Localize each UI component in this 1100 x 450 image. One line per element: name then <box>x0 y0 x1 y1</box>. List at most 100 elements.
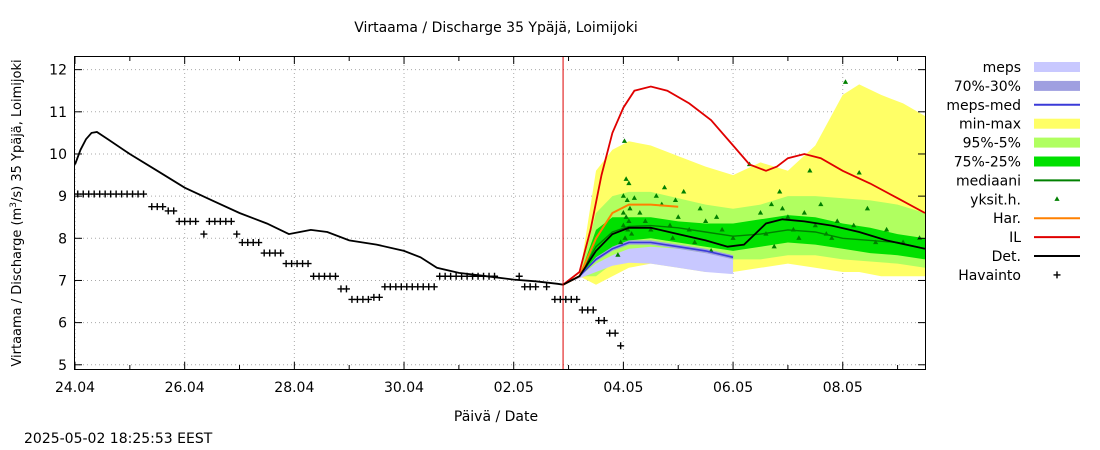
yksit-point <box>801 210 807 215</box>
legend-label: min-max <box>959 117 1021 133</box>
legend-swatch <box>1054 196 1060 201</box>
yksit-point <box>631 195 637 200</box>
yksit-point <box>730 235 736 240</box>
observation-marker <box>200 230 208 238</box>
yksit-point <box>681 188 687 194</box>
legend-label: 95%-5% <box>963 136 1021 152</box>
observation-marker <box>491 272 499 280</box>
median-line <box>562 224 926 286</box>
y-axis-label-superscript: 3 <box>9 202 19 208</box>
observation-marker <box>331 272 339 280</box>
yksit-point <box>873 239 879 245</box>
meps-med-line <box>562 241 734 286</box>
yksit-point <box>856 169 862 175</box>
yksit-point <box>637 210 643 215</box>
yksit-point <box>672 197 679 202</box>
yksit-point <box>771 243 777 249</box>
observation-marker <box>364 295 372 303</box>
y-tick-label: 11 <box>49 105 67 121</box>
yksit-point <box>623 176 629 181</box>
observation-marker <box>532 283 540 291</box>
legend-label: meps <box>983 60 1021 76</box>
legend-label: Har. <box>993 211 1021 227</box>
yksit-point <box>629 231 635 236</box>
observation-marker <box>515 272 523 280</box>
legend-label: mediaani <box>956 173 1021 189</box>
y-tick-label: 6 <box>58 316 67 332</box>
plot-frame <box>74 56 926 370</box>
yksit-point <box>757 210 764 215</box>
yksit-point <box>829 235 835 240</box>
legend-label: meps-med <box>946 98 1021 114</box>
yksit-point <box>796 235 802 240</box>
yksit-point <box>626 180 632 186</box>
yksit-point <box>642 218 648 224</box>
yksit-point <box>834 218 840 224</box>
yksit-point <box>627 205 633 211</box>
yksit-point <box>622 235 628 240</box>
observation-marker <box>192 217 200 225</box>
meps-band <box>563 246 734 285</box>
yksit-point <box>621 138 628 143</box>
yksit-point <box>807 167 813 173</box>
observation-marker <box>170 207 178 215</box>
observation-marker <box>342 285 350 293</box>
legend: meps 70%-30% meps-med min-max 95%-5% 75%-25% m… <box>946 60 1080 284</box>
observation-marker <box>617 342 625 350</box>
y-axis-label-suffix: /s) 35 Ypäjä, Loimijoki <box>10 59 25 202</box>
yksit-point <box>626 218 632 224</box>
observation-marker <box>430 283 438 291</box>
x-tick-label: 04.05 <box>603 380 643 396</box>
legend-swatch <box>1034 137 1080 148</box>
timestamp: 2025-05-02 18:25:53 EEST <box>24 431 213 447</box>
y-axis-label: Virtaama / Discharge (m3/s) 35 Ypäjä, Lo… <box>9 59 25 366</box>
legend-swatch <box>1053 271 1061 279</box>
x-tick-label: 28.04 <box>274 380 314 396</box>
yksit-point <box>777 188 783 194</box>
yksit-point <box>842 79 849 84</box>
yksit-point <box>670 235 676 240</box>
yksit-point <box>661 184 668 190</box>
yksit-point <box>648 226 654 232</box>
yksit-point <box>884 226 890 232</box>
observation-marker <box>600 317 608 325</box>
legend-swatch <box>1034 118 1080 129</box>
yksit-point <box>675 214 681 219</box>
observation-marker <box>573 295 581 303</box>
x-tick-label: 24.04 <box>55 380 95 396</box>
observation-marker <box>543 283 551 291</box>
observation-marker <box>233 230 241 238</box>
observation-marker <box>611 329 619 337</box>
legend-swatch <box>1034 80 1080 91</box>
observation-marker <box>227 217 235 225</box>
observation-marker <box>140 190 148 198</box>
observation-marker <box>255 239 263 247</box>
yksit-point <box>864 205 871 211</box>
yksit-point <box>851 222 857 228</box>
yksit-point <box>620 222 626 228</box>
y-tick-label: 9 <box>58 189 67 205</box>
yksit-point <box>620 193 626 198</box>
yksit-point <box>615 252 621 257</box>
yksit-point <box>618 239 624 245</box>
il-line <box>562 85 926 286</box>
legend-label: IL <box>1009 230 1021 246</box>
yksit-point <box>692 239 698 245</box>
yksit-point <box>624 197 630 202</box>
p75-25-band <box>563 215 925 285</box>
x-tick-label: 26.04 <box>165 380 205 396</box>
yksit-point <box>703 218 709 224</box>
yksit-point <box>697 205 703 211</box>
legend-swatch <box>1034 156 1080 167</box>
yksit-point <box>667 222 673 228</box>
observation-marker <box>159 203 167 211</box>
x-tick-label: 30.04 <box>384 380 424 396</box>
yksit-point <box>768 201 775 207</box>
legend-label: 75%-25% <box>954 155 1021 171</box>
p70-30-band <box>563 240 734 285</box>
yksit-point <box>779 205 786 211</box>
legend-label: Havainto <box>958 268 1021 284</box>
observation-marker <box>375 293 383 301</box>
observation-marker <box>277 249 285 257</box>
